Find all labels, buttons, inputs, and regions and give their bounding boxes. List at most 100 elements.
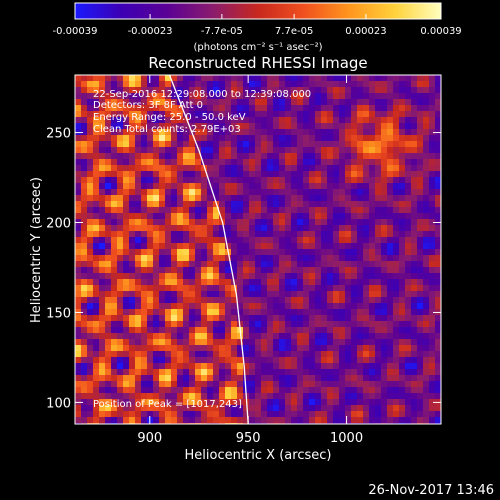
heatmap-cell (195, 339, 201, 345)
heatmap-cell (309, 111, 315, 117)
heatmap-cell (411, 285, 417, 291)
heatmap-cell (87, 399, 93, 405)
heatmap-cell (225, 189, 231, 195)
heatmap-cell (381, 99, 387, 105)
heatmap-cell (267, 381, 273, 387)
heatmap-cell (261, 321, 267, 327)
heatmap-cell (387, 81, 393, 87)
heatmap-cell (339, 189, 345, 195)
heatmap-cell (147, 375, 153, 381)
heatmap-cell (165, 147, 171, 153)
heatmap-cell (195, 177, 201, 183)
heatmap-cell (105, 165, 111, 171)
heatmap-cell (183, 285, 189, 291)
heatmap-cell (273, 105, 279, 111)
heatmap-cell (243, 183, 249, 189)
heatmap-cell (189, 309, 195, 315)
heatmap-cell (393, 123, 399, 129)
heatmap-cell (357, 243, 363, 249)
heatmap-cell (81, 273, 87, 279)
heatmap-cell (351, 123, 357, 129)
heatmap-cell (279, 123, 285, 129)
heatmap-cell (309, 405, 315, 411)
heatmap-cell (153, 231, 159, 237)
heatmap-cell (273, 315, 279, 321)
heatmap-cell (405, 363, 411, 369)
heatmap-cell (111, 363, 117, 369)
heatmap-cell (381, 201, 387, 207)
heatmap-cell (321, 393, 327, 399)
heatmap-cell (273, 141, 279, 147)
heatmap-cell (411, 249, 417, 255)
heatmap-cell (405, 303, 411, 309)
heatmap-cell (93, 249, 99, 255)
heatmap-cell (315, 219, 321, 225)
heatmap-cell (159, 81, 165, 87)
heatmap-cell (339, 213, 345, 219)
heatmap-cell (261, 231, 267, 237)
heatmap-cell (429, 321, 435, 327)
heatmap-cell (405, 237, 411, 243)
heatmap-cell (195, 171, 201, 177)
heatmap-cell (129, 135, 135, 141)
heatmap-cell (153, 225, 159, 231)
heatmap-cell (255, 111, 261, 117)
heatmap-cell (111, 315, 117, 321)
heatmap-cell (213, 219, 219, 225)
heatmap-cell (387, 255, 393, 261)
heatmap-cell (429, 225, 435, 231)
heatmap-cell (279, 411, 285, 417)
heatmap-cell (177, 135, 183, 141)
heatmap-cell (381, 105, 387, 111)
heatmap-cell (219, 87, 225, 93)
heatmap-cell (285, 147, 291, 153)
heatmap-cell (369, 225, 375, 231)
heatmap-cell (435, 381, 441, 387)
heatmap-cell (255, 135, 261, 141)
heatmap-cell (111, 213, 117, 219)
heatmap-cell (213, 381, 219, 387)
heatmap-cell (345, 207, 351, 213)
heatmap-cell (423, 135, 429, 141)
heatmap-cell (159, 153, 165, 159)
heatmap-cell (411, 225, 417, 231)
heatmap-cell (405, 153, 411, 159)
heatmap-cell (165, 189, 171, 195)
heatmap-cell (171, 405, 177, 411)
heatmap-cell (327, 153, 333, 159)
heatmap-cell (405, 117, 411, 123)
heatmap-cell (351, 393, 357, 399)
heatmap-cell (75, 237, 81, 243)
heatmap-cell (99, 99, 105, 105)
heatmap-cell (321, 315, 327, 321)
heatmap-cell (87, 165, 93, 171)
heatmap-cell (87, 279, 93, 285)
heatmap-cell (375, 321, 381, 327)
heatmap-cell (141, 183, 147, 189)
heatmap-cell (429, 195, 435, 201)
heatmap-cell (393, 159, 399, 165)
heatmap-cell (303, 417, 309, 423)
heatmap-cell (159, 249, 165, 255)
heatmap-cell (153, 321, 159, 327)
heatmap-cell (147, 123, 153, 129)
heatmap-cell (297, 369, 303, 375)
colorbar-ticks: -0.00039 -0.00023 -7.7e-05 7.7e-05 0.00023 0.… (53, 14, 462, 37)
heatmap-cell (105, 267, 111, 273)
colorbar-unit-label: (photons cm⁻² s⁻¹ asec⁻²) (193, 42, 322, 53)
heatmap-cell (255, 219, 261, 225)
heatmap-cell (141, 345, 147, 351)
y-tick-label: 100 (46, 396, 71, 411)
heatmap-cell (375, 165, 381, 171)
heatmap-cell (123, 267, 129, 273)
heatmap-cell (207, 315, 213, 321)
heatmap-cell (357, 225, 363, 231)
heatmap-cell (291, 333, 297, 339)
heatmap-cell (345, 321, 351, 327)
heatmap-cell (357, 405, 363, 411)
heatmap-cell (345, 111, 351, 117)
heatmap-cell (321, 345, 327, 351)
heatmap-cell (213, 195, 219, 201)
heatmap-cell (105, 243, 111, 249)
heatmap-cell (135, 309, 141, 315)
